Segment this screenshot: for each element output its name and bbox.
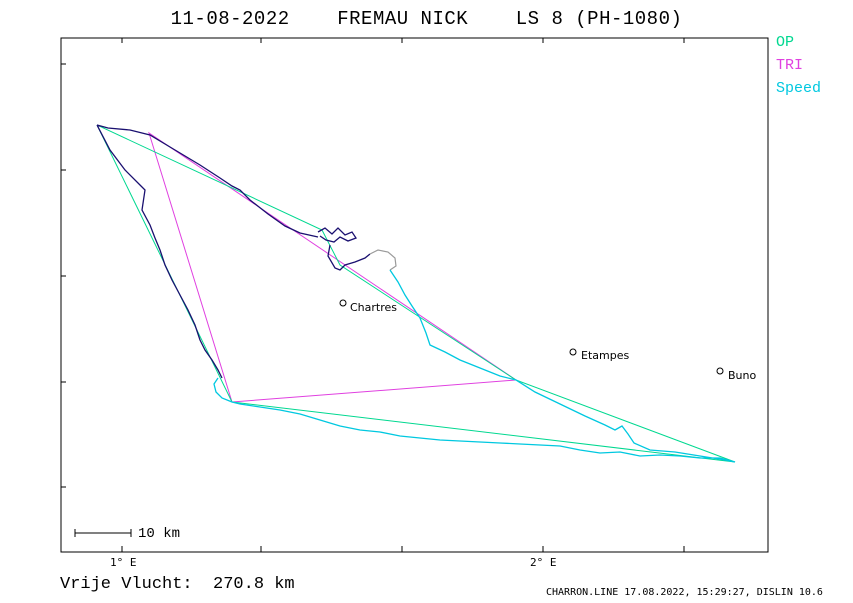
place-label-chartres: Chartres [350, 301, 398, 314]
place-label-etampes: Etampes [581, 349, 630, 362]
lon-label-1e: 1° E [110, 556, 137, 569]
place-label-buno: Buno [728, 369, 757, 382]
top-ticks [121, 38, 685, 43]
track-speed [213, 269, 736, 463]
place-marker-chartres [339, 299, 347, 307]
legend-tri: TRI [776, 57, 804, 74]
legend-op: OP [776, 34, 795, 51]
tri-triangle [148, 131, 518, 403]
track-dark [96, 124, 371, 379]
page-title: 11-08-2022 FREMAU NICK LS 8 (PH-1080) [170, 8, 683, 30]
scale-bar [74, 529, 132, 537]
place-marker-buno [716, 367, 724, 375]
y-ticks [61, 63, 66, 488]
x-ticks [121, 546, 685, 552]
map-frame [60, 37, 769, 553]
footer-info: CHARRON.LINE 17.08.2022, 15:29:27, DISLI… [546, 587, 823, 598]
place-marker-etampes [569, 348, 577, 356]
legend-speed: Speed [776, 80, 822, 97]
distance-summary: Vrije Vlucht: 270.8 km [60, 575, 295, 594]
scale-bar-label: 10 km [138, 526, 181, 542]
op-route [96, 124, 736, 463]
lon-label-2e: 2° E [530, 556, 557, 569]
track-gray [369, 249, 397, 271]
